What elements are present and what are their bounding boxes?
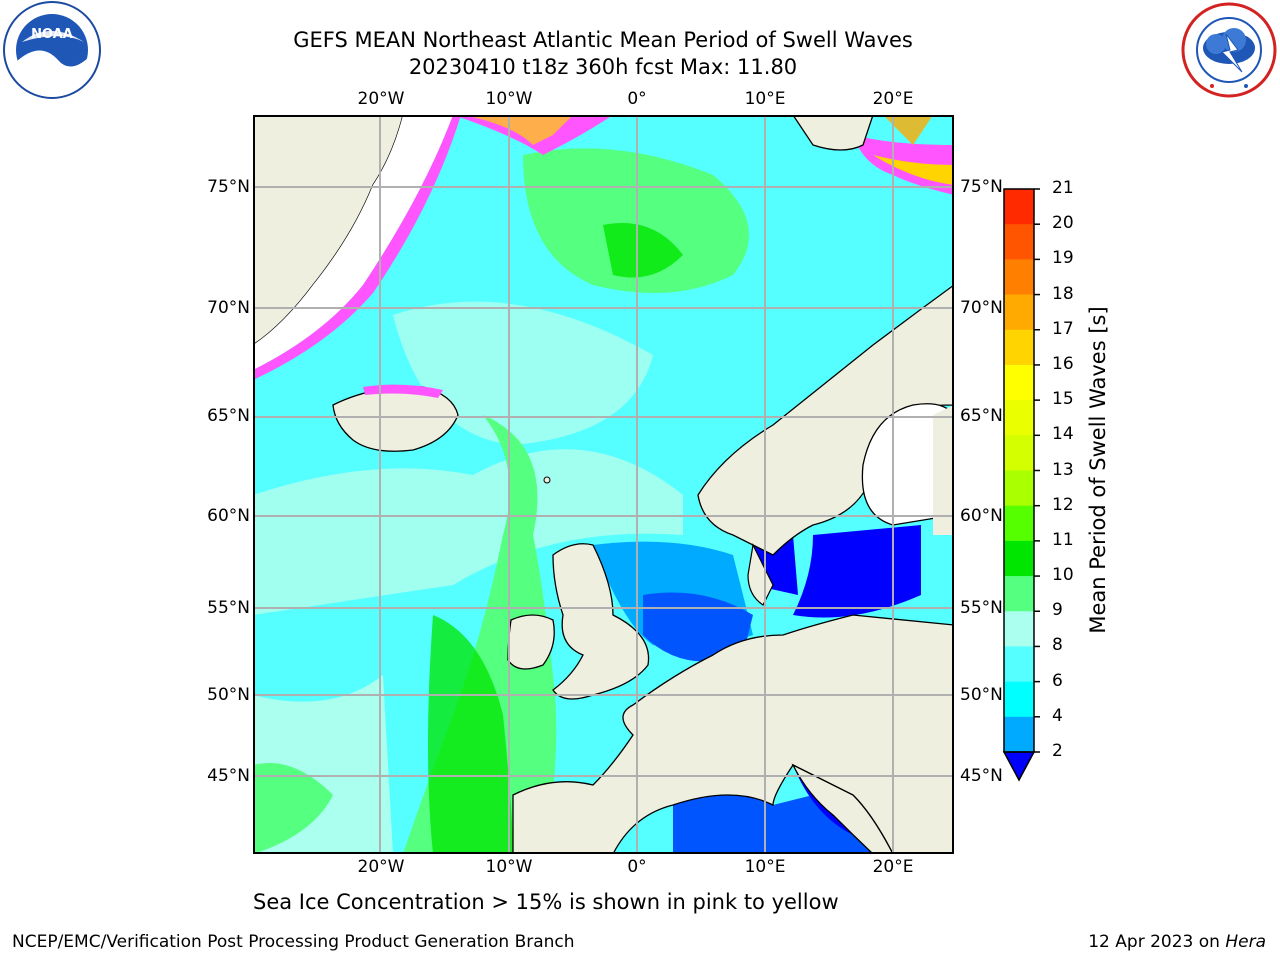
lat-label-right: 70°N: [960, 298, 1003, 318]
colorbar-tick-label: 8: [1052, 635, 1063, 656]
lon-label-bottom: 20°E: [872, 857, 914, 877]
forecast-subtitle: 20230410 t18z 360h fcst Max: 11.80: [408, 55, 798, 79]
colorbar-tick-label: 13: [1052, 459, 1074, 480]
colorbar-tick-label: 15: [1052, 389, 1074, 410]
lon-label-bottom: 20°W: [357, 857, 405, 877]
greenland-ice-white: [253, 115, 453, 370]
lat-label-right: 50°N: [960, 685, 1003, 705]
lon-label-bottom: 10°W: [485, 857, 533, 877]
colorbar-tick-label: 6: [1052, 670, 1063, 691]
colorbar-segment: [1004, 470, 1034, 507]
colorbar: [1002, 188, 1040, 782]
colorbar-segment: [1004, 189, 1034, 225]
lon-label-bottom: 10°E: [744, 857, 786, 877]
lon-label-top: 10°W: [485, 89, 533, 109]
lon-label-top: 0°: [627, 89, 647, 109]
lat-label-right: 55°N: [960, 598, 1003, 618]
colorbar-tick-label: 18: [1052, 283, 1074, 304]
lat-label-left: 60°N: [207, 506, 250, 526]
colorbar-segment: [1004, 646, 1034, 683]
footer-host: Hera: [1225, 932, 1266, 952]
great-britain-land: [552, 543, 650, 700]
colorbar-tick-label: 19: [1052, 248, 1074, 269]
lon-label-top: 20°W: [357, 89, 405, 109]
colorbar-segment: [1004, 294, 1034, 331]
sea-ice-note: Sea Ice Concentration > 15% is shown in …: [253, 890, 839, 914]
nws-logo: [1181, 2, 1277, 98]
lat-label-left: 70°N: [207, 298, 250, 318]
colorbar-segment: [1004, 505, 1034, 542]
graticule: [253, 115, 954, 854]
colorbar-segment: [1004, 576, 1034, 612]
colorbar-tick-label: 9: [1052, 600, 1063, 621]
colorbar-tick-label: 2: [1052, 741, 1063, 761]
colorbar-tick-label: 17: [1052, 318, 1074, 339]
noaa-logo-text: NOAA: [31, 27, 73, 42]
lat-label-right: 45°N: [960, 766, 1003, 786]
colorbar-segment: [1004, 329, 1034, 366]
baltic-swell: [793, 525, 921, 618]
map-frame: [253, 115, 954, 854]
colorbar-segment: [1004, 540, 1034, 577]
colorbar-segment: [1004, 400, 1034, 436]
colorbar-tick-label: 4: [1052, 705, 1063, 726]
footer-credit: NCEP/EMC/Verification Post Processing Pr…: [12, 932, 575, 952]
swell-period-map: [253, 115, 954, 854]
footer-date: 12 Apr 2023 on Hera: [1088, 932, 1266, 952]
lat-label-left: 45°N: [207, 766, 250, 786]
colorbar-tick-label: 21: [1052, 178, 1074, 198]
colorbar-segment: [1004, 435, 1034, 471]
lat-label-right: 75°N: [960, 177, 1003, 197]
lat-label-left: 65°N: [207, 406, 250, 426]
gulf-of-bothnia-ice: [861, 403, 954, 526]
colorbar-tick-label: 12: [1052, 494, 1074, 515]
lat-label-right: 60°N: [960, 506, 1003, 526]
colorbar-segment: [1004, 364, 1034, 401]
noaa-logo: NOAA: [3, 1, 101, 99]
footer-date-text: 12 Apr 2023 on: [1088, 932, 1226, 952]
continental-europe-land: [512, 614, 954, 854]
colorbar-title: Mean Period of Swell Waves [s]: [1086, 306, 1110, 634]
chart-title: GEFS MEAN Northeast Atlantic Mean Period…: [293, 28, 913, 52]
colorbar-tick-label: 11: [1052, 529, 1074, 550]
lat-label-right: 65°N: [960, 406, 1003, 426]
lat-label-left: 50°N: [207, 685, 250, 705]
colorbar-segment: [1004, 259, 1034, 296]
lon-label-top: 20°E: [872, 89, 914, 109]
colorbar-tick-label: 20: [1052, 213, 1074, 234]
lon-label-bottom: 0°: [627, 857, 647, 877]
colorbar-extend-arrow: [1002, 751, 1036, 782]
lat-label-left: 55°N: [207, 598, 250, 618]
colorbar-segment: [1004, 681, 1034, 718]
colorbar-tick-label: 16: [1052, 353, 1074, 374]
colorbar-segment: [1004, 716, 1034, 753]
lat-label-left: 75°N: [207, 177, 250, 197]
colorbar-segment: [1004, 611, 1034, 647]
green-swell-band: [403, 415, 557, 854]
colorbar-tick-label: 14: [1052, 424, 1074, 445]
colorbar-tick-label: 10: [1052, 565, 1074, 586]
lon-label-top: 10°E: [744, 89, 786, 109]
colorbar-segment: [1004, 224, 1034, 260]
